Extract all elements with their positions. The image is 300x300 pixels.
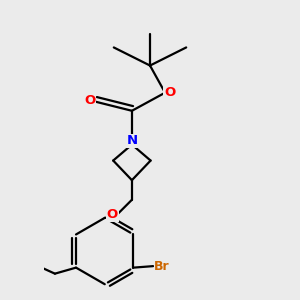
Text: N: N: [126, 134, 137, 148]
Text: O: O: [84, 94, 95, 107]
Text: Br: Br: [154, 260, 170, 273]
Text: O: O: [107, 208, 118, 221]
Text: O: O: [164, 86, 175, 99]
